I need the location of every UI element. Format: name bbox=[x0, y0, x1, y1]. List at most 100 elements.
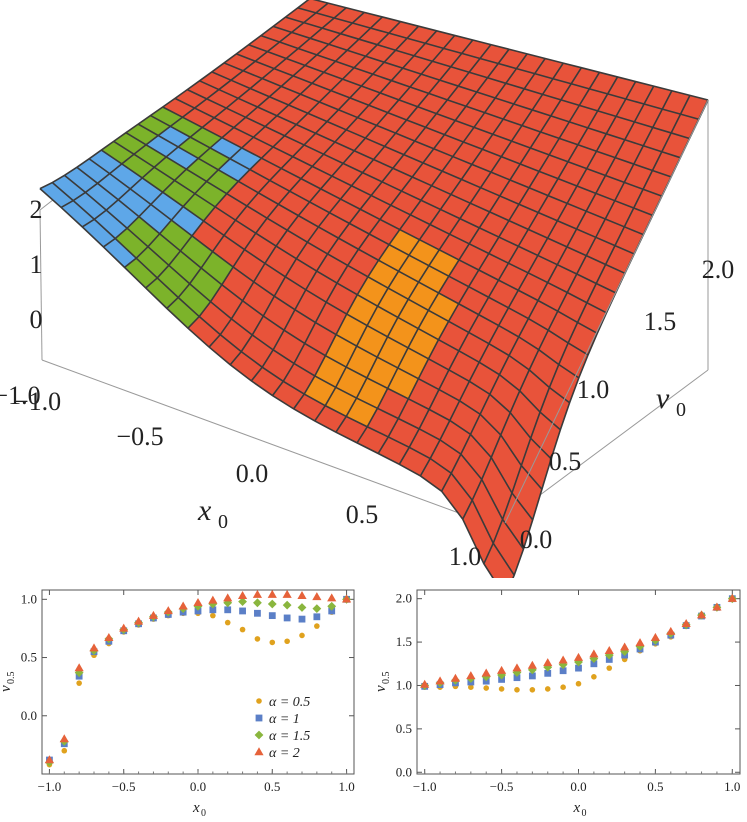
point-series-2 bbox=[283, 614, 291, 622]
point-series-1 bbox=[299, 632, 305, 639]
point-series-1 bbox=[254, 636, 261, 642]
mesh-line bbox=[76, 166, 534, 521]
y-axis-label-sub: 0.5 bbox=[6, 672, 17, 685]
x-tick-label: −1.0 bbox=[38, 779, 62, 794]
mesh-line bbox=[88, 158, 543, 490]
mesh-line bbox=[100, 149, 552, 460]
mesh-line bbox=[248, 44, 663, 197]
point-series-2 bbox=[268, 612, 276, 620]
point-series-3 bbox=[282, 600, 292, 610]
x-tick-label: 0.5 bbox=[647, 779, 663, 794]
point-series-2 bbox=[559, 667, 567, 675]
mesh-line bbox=[297, 7, 699, 120]
point-series-4 bbox=[604, 645, 614, 654]
y-tick-label: 0.5 bbox=[396, 721, 412, 736]
point-series-4 bbox=[252, 589, 263, 598]
y-tick-label: 1.0 bbox=[577, 375, 610, 404]
point-series-3 bbox=[267, 599, 277, 609]
point-series-1 bbox=[498, 686, 505, 692]
point-series-4 bbox=[527, 660, 537, 669]
y-tick-label: 1.5 bbox=[644, 307, 677, 336]
point-series-1 bbox=[239, 626, 246, 633]
point-series-4 bbox=[558, 655, 568, 664]
point-series-4 bbox=[543, 658, 553, 667]
x-axis-label: x bbox=[197, 494, 212, 527]
x-tick-label: −0.5 bbox=[490, 779, 514, 794]
point-series-4 bbox=[267, 589, 277, 598]
y-tick-label: 1.0 bbox=[21, 591, 37, 606]
y-tick-label: 1.5 bbox=[396, 634, 412, 649]
y-tick-label: 2.0 bbox=[396, 591, 412, 606]
y-axis-label: v bbox=[0, 685, 14, 692]
point-series-4 bbox=[450, 673, 461, 682]
mesh-line bbox=[199, 80, 626, 275]
x-axis-label-sub: 0 bbox=[582, 808, 587, 819]
point-series-1 bbox=[210, 612, 216, 619]
point-series-4 bbox=[635, 638, 645, 647]
x-axis-label-sub: 0 bbox=[218, 511, 228, 533]
point-series-2 bbox=[194, 607, 202, 615]
y-axis-label-group: v0.5 bbox=[0, 672, 17, 693]
mesh-line bbox=[125, 132, 571, 404]
point-series-4 bbox=[282, 589, 292, 598]
z-tick-label: 1 bbox=[30, 250, 43, 279]
point-series-3 bbox=[327, 601, 337, 611]
point-series-2 bbox=[224, 606, 232, 614]
mesh-line bbox=[174, 97, 607, 314]
point-series-2 bbox=[328, 607, 336, 615]
z-tick-label: 0 bbox=[30, 305, 43, 334]
point-series-1 bbox=[76, 680, 82, 686]
point-series-3 bbox=[238, 597, 247, 607]
y-axis-label-sub: 0.5 bbox=[381, 672, 392, 685]
point-series-4 bbox=[297, 591, 307, 600]
point-series-4 bbox=[589, 649, 599, 658]
mesh-line bbox=[260, 34, 672, 178]
mesh-line bbox=[39, 188, 494, 578]
point-series-4 bbox=[148, 610, 159, 619]
point-series-4 bbox=[104, 632, 114, 641]
point-series-4 bbox=[208, 595, 218, 604]
point-series-3 bbox=[297, 603, 307, 612]
point-series-4 bbox=[341, 594, 352, 603]
mesh-line bbox=[150, 114, 589, 356]
point-series-4 bbox=[327, 593, 337, 602]
mesh-line bbox=[285, 16, 690, 140]
legend-marker-4 bbox=[254, 747, 264, 756]
point-series-1 bbox=[269, 639, 276, 646]
point-series-4 bbox=[59, 734, 69, 743]
point-series-2 bbox=[209, 606, 217, 614]
mesh-line bbox=[64, 174, 525, 550]
x-tick-label: 1.0 bbox=[724, 779, 740, 794]
point-series-2 bbox=[313, 613, 321, 621]
y-tick-label: 0.0 bbox=[520, 525, 553, 554]
point-series-1 bbox=[529, 687, 536, 693]
point-series-4 bbox=[681, 619, 691, 628]
point-series-4 bbox=[481, 668, 491, 677]
point-series-4 bbox=[193, 598, 203, 607]
z-tick-label: −1.0 bbox=[14, 387, 61, 416]
mesh-line bbox=[186, 88, 617, 294]
x-tick-label: 0.0 bbox=[570, 779, 586, 794]
x-tick-label: −1.0 bbox=[413, 779, 437, 794]
y-tick-label: 0.5 bbox=[21, 650, 37, 665]
point-series-4 bbox=[237, 591, 248, 600]
point-series-1 bbox=[544, 686, 551, 692]
point-series-1 bbox=[514, 687, 520, 693]
scatter-plot-right: −1.0 −0.5 0.0 0.5 1.00.00.51.01.52.0x 0v0.5 bbox=[373, 589, 741, 819]
legend-marker-1 bbox=[256, 698, 262, 704]
x-tick-label: −1.0 bbox=[0, 381, 41, 410]
x-tick-label: 0.0 bbox=[236, 459, 269, 488]
point-series-2 bbox=[528, 672, 536, 680]
point-series-4 bbox=[74, 663, 84, 672]
y-tick-label: 0.5 bbox=[549, 447, 582, 476]
point-series-2 bbox=[544, 669, 552, 677]
point-series-4 bbox=[712, 602, 722, 611]
point-series-3 bbox=[253, 598, 262, 608]
y-tick-label: 0.0 bbox=[396, 764, 412, 779]
mesh-line bbox=[223, 62, 644, 236]
point-series-4 bbox=[650, 632, 661, 641]
point-series-3 bbox=[527, 665, 537, 675]
x-axis-label: x bbox=[573, 800, 581, 816]
y-tick-label: 1.0 bbox=[396, 677, 412, 692]
point-series-1 bbox=[224, 619, 231, 626]
